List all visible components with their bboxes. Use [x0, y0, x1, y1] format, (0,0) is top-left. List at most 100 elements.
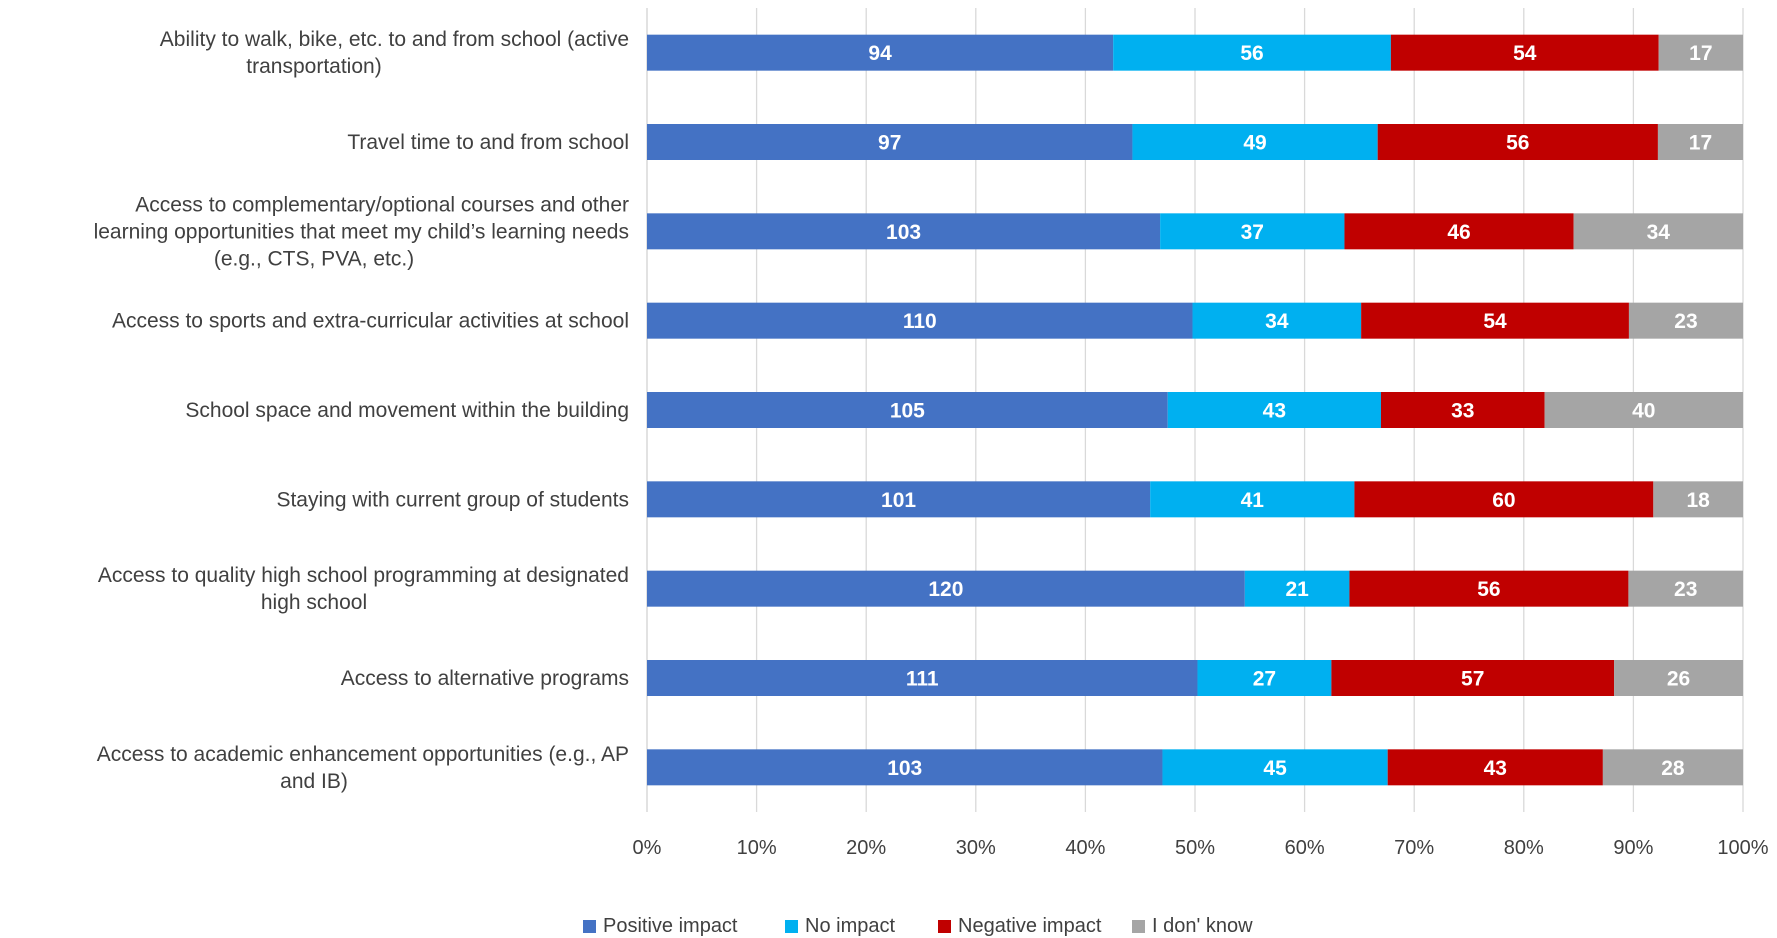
bar-segment — [1390, 34, 1659, 71]
bar-segment — [1657, 124, 1743, 160]
data-label: 26 — [1667, 668, 1690, 691]
bar-segment — [1573, 213, 1743, 250]
legend-label: Negative impact — [958, 915, 1102, 937]
bar-segment — [1160, 213, 1345, 250]
bar-segment — [1653, 481, 1743, 518]
bar-segment — [1544, 392, 1743, 428]
category-label: School space and movement within the bui… — [185, 399, 629, 422]
data-label: 28 — [1661, 757, 1685, 780]
legend-swatch — [785, 920, 798, 933]
x-tick-label: 70% — [1394, 837, 1434, 859]
bar-segment — [1380, 392, 1545, 428]
category-label: (e.g., CTS, PVA, etc.) — [214, 247, 414, 270]
legend-label: No impact — [805, 915, 895, 937]
x-tick-label: 20% — [846, 837, 886, 859]
bar-segment — [1167, 392, 1381, 428]
data-label: 103 — [887, 757, 922, 780]
data-label: 56 — [1477, 578, 1500, 601]
category-label: Staying with current group of students — [276, 488, 629, 511]
bar-segment — [1344, 213, 1574, 250]
bar-segment — [1658, 34, 1743, 71]
bar-segment — [647, 302, 1193, 339]
data-label: 23 — [1674, 578, 1697, 601]
x-tick-label: 40% — [1065, 837, 1105, 859]
bar-segment — [1377, 124, 1658, 160]
x-tick-label: 50% — [1175, 837, 1215, 859]
category-label: Access to sports and extra-curricular ac… — [112, 310, 629, 333]
data-label: 27 — [1253, 668, 1276, 691]
data-label: 120 — [928, 578, 963, 601]
legend-swatch — [1132, 920, 1145, 933]
legend: Positive impact No impact Negative impact I… — [583, 915, 1253, 937]
data-label: 41 — [1241, 489, 1265, 512]
bar-segment — [1244, 570, 1350, 607]
category-label: transportation) — [246, 55, 381, 78]
data-label: 56 — [1240, 42, 1263, 65]
bar-segment — [1197, 660, 1332, 696]
data-label: 21 — [1285, 578, 1309, 601]
data-label: 33 — [1451, 400, 1474, 423]
data-label: 97 — [878, 132, 901, 155]
bar-segment — [647, 749, 1163, 786]
x-axis-ticks: 0% 10% 20% 30% 40% 50% 60% 70% 80% 90% 100% — [633, 837, 1769, 859]
data-label: 34 — [1647, 221, 1671, 244]
data-label: 34 — [1265, 310, 1289, 333]
bar-segment — [1162, 749, 1388, 786]
bar-segment — [647, 124, 1133, 160]
x-tick-label: 30% — [956, 837, 996, 859]
data-label: 46 — [1447, 221, 1470, 244]
category-label: high school — [261, 591, 367, 614]
data-label: 94 — [868, 42, 892, 65]
data-label: 111 — [906, 668, 939, 691]
category-label: Ability to walk, bike, etc. to and from … — [160, 28, 629, 51]
data-label: 17 — [1689, 42, 1712, 65]
data-label: 43 — [1484, 757, 1507, 780]
x-tick-label: 100% — [1717, 837, 1768, 859]
bar-segment — [1150, 481, 1355, 518]
data-label: 40 — [1632, 400, 1655, 423]
bar-segment — [647, 213, 1161, 250]
bar-segment — [1602, 749, 1743, 786]
legend-label: Positive impact — [603, 915, 738, 937]
data-label: 54 — [1513, 42, 1537, 65]
bar-segment — [1192, 302, 1362, 339]
legend-label: I don' know — [1152, 915, 1253, 937]
category-label: Access to complementary/optional courses… — [135, 193, 629, 216]
bar-segment — [1331, 660, 1615, 696]
x-tick-label: 10% — [737, 837, 777, 859]
category-label: Access to academic enhancement opportuni… — [97, 743, 629, 766]
data-label: 43 — [1263, 400, 1286, 423]
x-tick-label: 0% — [633, 837, 662, 859]
category-label: Travel time to and from school — [347, 131, 629, 154]
data-label: 37 — [1241, 221, 1264, 244]
x-tick-label: 60% — [1285, 837, 1325, 859]
data-label: 56 — [1506, 132, 1529, 155]
data-label: 105 — [890, 400, 925, 423]
category-label: and IB) — [280, 770, 348, 793]
bar-segment — [647, 392, 1168, 428]
legend-swatch — [938, 920, 951, 933]
x-tick-label: 90% — [1613, 837, 1653, 859]
data-label: 54 — [1483, 310, 1507, 333]
category-label: learning opportunities that meet my chil… — [94, 220, 629, 243]
bar-segment — [1361, 302, 1629, 339]
bar-segment — [647, 34, 1114, 71]
category-label: Access to alternative programs — [341, 667, 629, 690]
category-labels: Ability to walk, bike, etc. to and from … — [94, 28, 629, 793]
bar-segment — [1628, 570, 1743, 607]
bars: 94 56 54 17 97 49 56 17 103 37 46 34 110 34 54 23 105 43 3… — [647, 34, 1743, 786]
data-label: 110 — [903, 310, 937, 333]
bar-segment — [1614, 660, 1743, 696]
bar-segment — [1132, 124, 1378, 160]
bar-segment — [1354, 481, 1654, 518]
bar-segment — [1113, 34, 1391, 71]
data-label: 23 — [1674, 310, 1697, 333]
data-label: 103 — [886, 221, 921, 244]
category-label: Access to quality high school programmin… — [98, 564, 629, 587]
data-label: 45 — [1263, 757, 1287, 780]
x-tick-label: 80% — [1504, 837, 1544, 859]
bar-segment — [647, 570, 1245, 607]
data-label: 101 — [881, 489, 916, 512]
bar-segment — [1349, 570, 1629, 607]
